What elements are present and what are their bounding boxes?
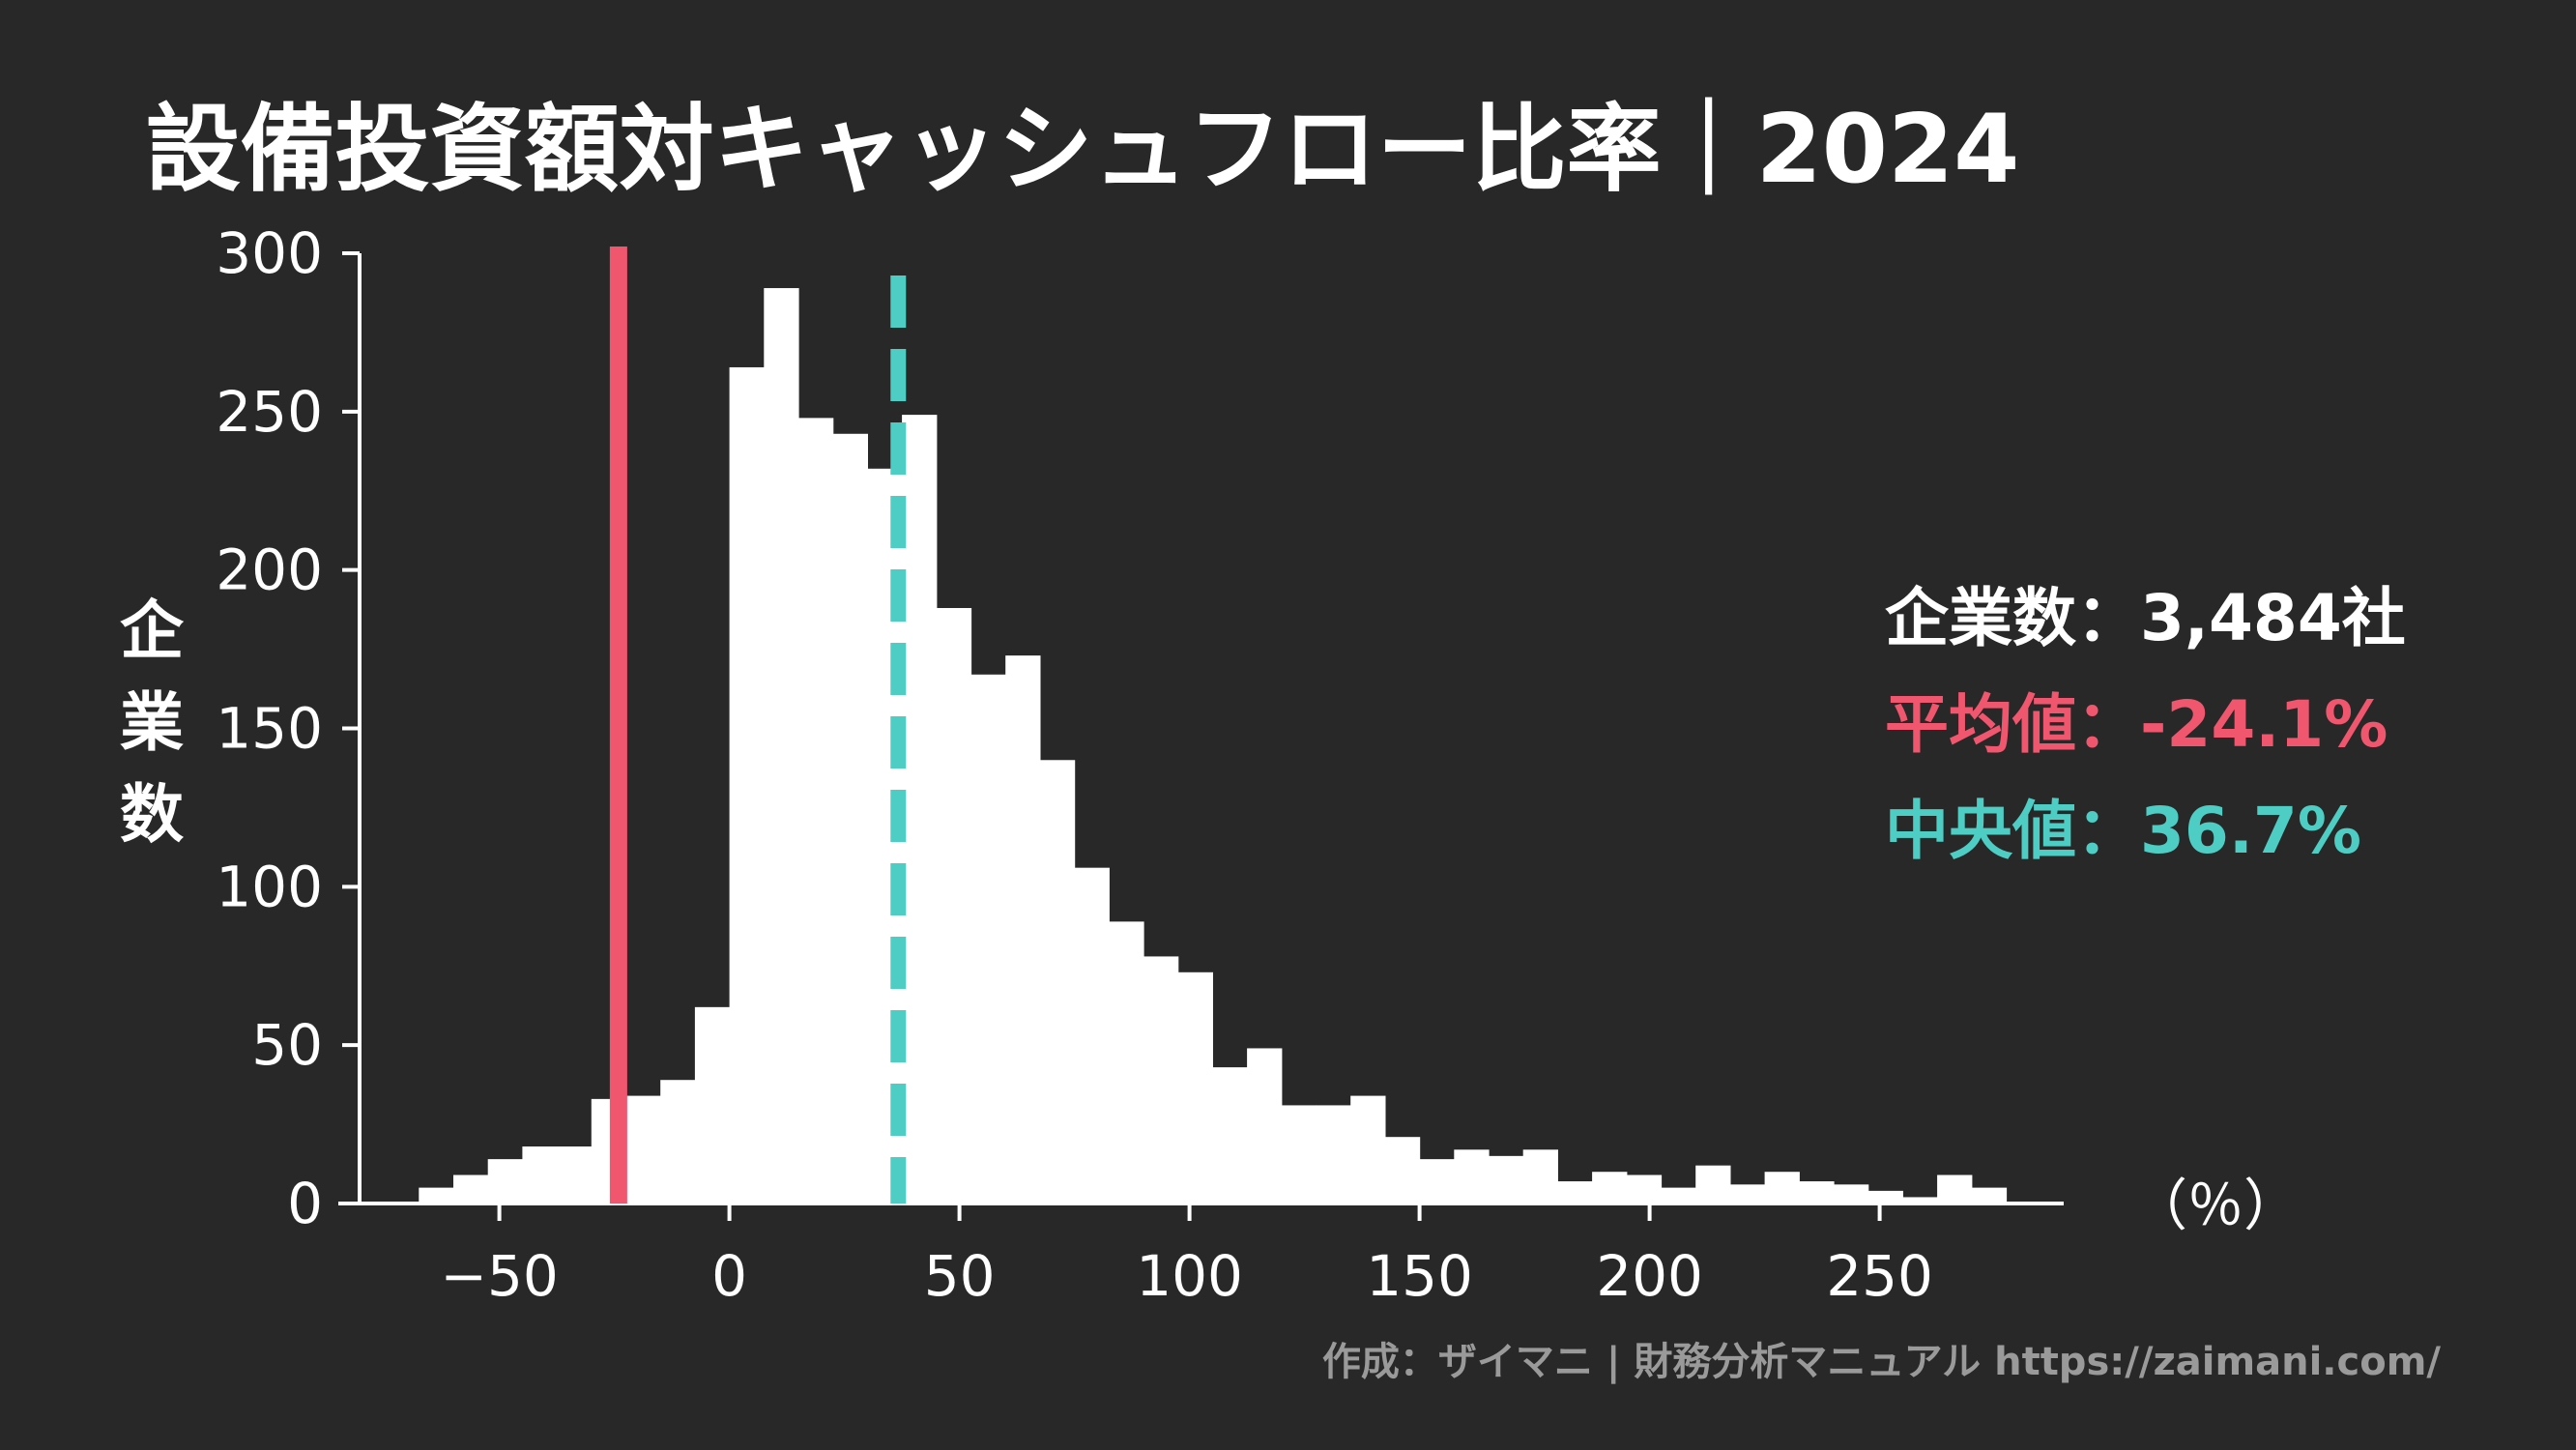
stat-count: 企業数：3,484社 [1885, 581, 2406, 655]
x-tick-label: 100 [1136, 1243, 1243, 1309]
histogram-bar [798, 418, 834, 1204]
stat-mean: 平均値：-24.1% [1885, 687, 2388, 762]
y-tick-label: 200 [216, 537, 323, 603]
histogram-bar [1661, 1187, 1696, 1204]
histogram-bar [1143, 956, 1179, 1204]
histogram-bar [1109, 921, 1144, 1204]
histogram-bar [1454, 1149, 1490, 1204]
histogram-bar [1212, 1067, 1248, 1204]
histogram-bar [522, 1146, 558, 1204]
histogram-bar [729, 366, 765, 1204]
x-tick-label: 150 [1366, 1243, 1473, 1309]
histogram-bar [832, 433, 868, 1204]
x-tick-label: 200 [1596, 1243, 1703, 1309]
stat-median-label: 中央値 [1885, 794, 2076, 868]
stat-count-label: 企業数 [1885, 581, 2076, 655]
stat-mean-value: -24.1% [2140, 687, 2388, 762]
y-tick-label: 100 [216, 854, 323, 919]
histogram-bar [764, 288, 799, 1204]
histogram-bar [1971, 1187, 2008, 1204]
x-tick-label: 0 [711, 1243, 747, 1309]
histogram-bar [1729, 1184, 1766, 1204]
histogram-bar [1419, 1159, 1455, 1204]
stat-mean-separator: ： [2076, 687, 2140, 762]
y-tick-label: 50 [251, 1012, 323, 1078]
stat-count-separator: ： [2076, 581, 2140, 655]
y-tick-label: 150 [216, 696, 323, 762]
stat-count-value: 3,484社 [2140, 581, 2406, 655]
bars-group [419, 288, 2008, 1204]
histogram-bar [1384, 1137, 1421, 1204]
x-ticks: −50 0 50 100 150 200 250 [440, 1204, 1933, 1309]
histogram-bar [1316, 1105, 1351, 1204]
y-ticks: 0 50 100 150 200 250 300 [216, 220, 360, 1236]
histogram-bar [970, 674, 1006, 1204]
y-tick-label: 0 [287, 1171, 323, 1236]
histogram-bar [419, 1187, 454, 1204]
histogram-bar [1764, 1172, 1800, 1204]
y-tick-label: 250 [216, 379, 323, 445]
chart-title: 設備投資額対キャッシュフロー比率｜2024 [146, 95, 2020, 205]
histogram-bar [902, 415, 938, 1204]
histogram-bar [1834, 1184, 1869, 1204]
x-tick-label: 250 [1826, 1243, 1933, 1309]
histogram-bar [1522, 1149, 1558, 1204]
x-tick-label: 50 [924, 1243, 996, 1309]
x-tick-label: −50 [440, 1243, 558, 1309]
histogram-bar [1867, 1190, 1903, 1204]
credit-text: 作成：ザイマニ | 財務分析マニュアル https://zaimani.com/ [1322, 1340, 2441, 1385]
stats-box: 企業数：3,484社 平均値：-24.1% 中央値：36.7% [1885, 581, 2406, 868]
histogram-bar [1005, 655, 1041, 1204]
x-unit-label: （％） [2131, 1173, 2300, 1238]
histogram-bar [1247, 1048, 1283, 1204]
stat-median: 中央値：36.7% [1885, 794, 2361, 868]
histogram-bar [1281, 1105, 1317, 1204]
y-axis-label-char-3: 数 [120, 777, 184, 852]
histogram-bar [1695, 1165, 1731, 1204]
y-tick-label: 300 [216, 220, 323, 286]
histogram-bar [1177, 972, 1213, 1204]
histogram-bar [1557, 1181, 1593, 1204]
histogram-bar [487, 1159, 523, 1204]
histogram-bar [625, 1095, 661, 1204]
histogram-bar [1350, 1095, 1386, 1204]
histogram-bar [557, 1146, 593, 1204]
y-axis-label-char-1: 企 [120, 594, 185, 668]
stat-median-separator: ： [2076, 794, 2140, 868]
stat-median-value: 36.7% [2140, 794, 2361, 868]
histogram-bar [1592, 1172, 1628, 1204]
histogram-bar [1626, 1174, 1663, 1204]
histogram-bar [453, 1174, 489, 1204]
histogram-bar [1902, 1197, 1938, 1204]
histogram-bar [1799, 1181, 1835, 1204]
histogram-bar [1039, 760, 1076, 1204]
histogram-bar [660, 1080, 696, 1204]
histogram-bar [936, 607, 972, 1204]
histogram-bar [1074, 867, 1110, 1204]
y-axis-label-char-2: 業 [120, 685, 184, 760]
histogram-bar [694, 1006, 731, 1204]
histogram-bar [1937, 1174, 1973, 1204]
stat-mean-label: 平均値 [1885, 687, 2076, 762]
histogram-bar [1489, 1155, 1524, 1204]
